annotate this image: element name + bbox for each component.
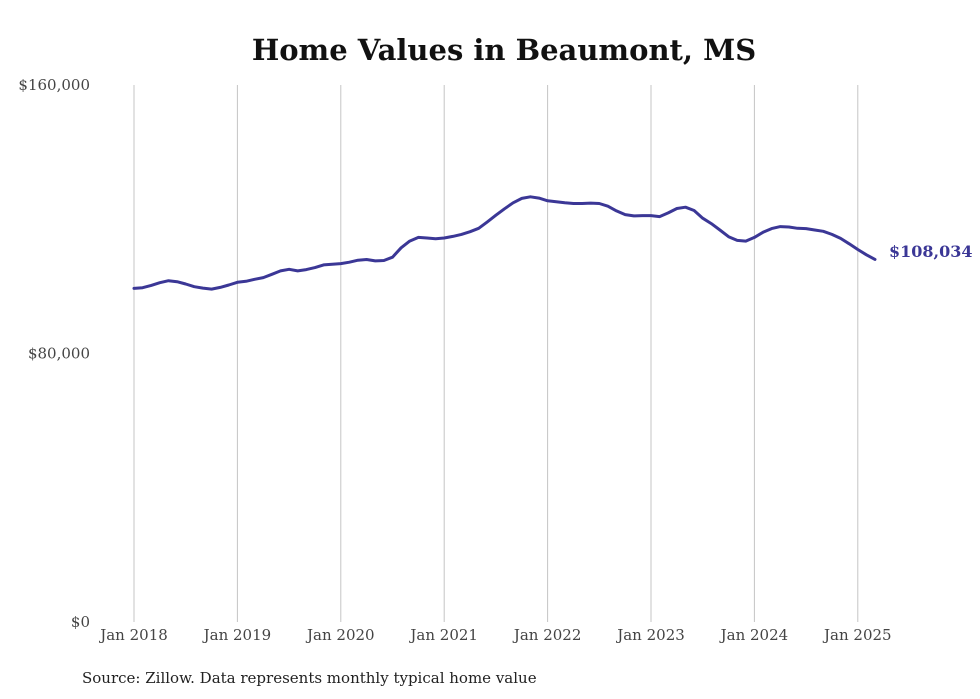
x-tick-label: Jan 2025: [822, 626, 892, 644]
x-tick-label: Jan 2022: [512, 626, 582, 644]
x-tick-label: Jan 2018: [98, 626, 168, 644]
y-tick-label: $0: [71, 613, 90, 631]
x-tick-label: Jan 2023: [615, 626, 685, 644]
x-tick-label: Jan 2024: [719, 626, 789, 644]
series-layer: [132, 195, 877, 291]
x-tick-label: Jan 2019: [202, 626, 272, 644]
x-axis-ticks: Jan 2018 Jan 2019 Jan 2020 Jan 2021 Jan 2022…: [98, 626, 891, 644]
y-axis-ticks: $0 $80,000 $160,000: [18, 76, 90, 631]
end-value-label: $108,034: [889, 242, 973, 261]
home-value-series-line: [132, 195, 877, 291]
x-gridlines: [133, 85, 859, 622]
y-tick-label: $160,000: [18, 76, 90, 94]
x-tick-label: Jan 2021: [408, 626, 478, 644]
y-tick-label: $80,000: [28, 345, 90, 363]
x-tick-label: Jan 2020: [305, 626, 375, 644]
chart-title: Home Values in Beaumont, MS: [252, 33, 756, 67]
source-note: Source: Zillow. Data represents monthly …: [82, 669, 537, 687]
